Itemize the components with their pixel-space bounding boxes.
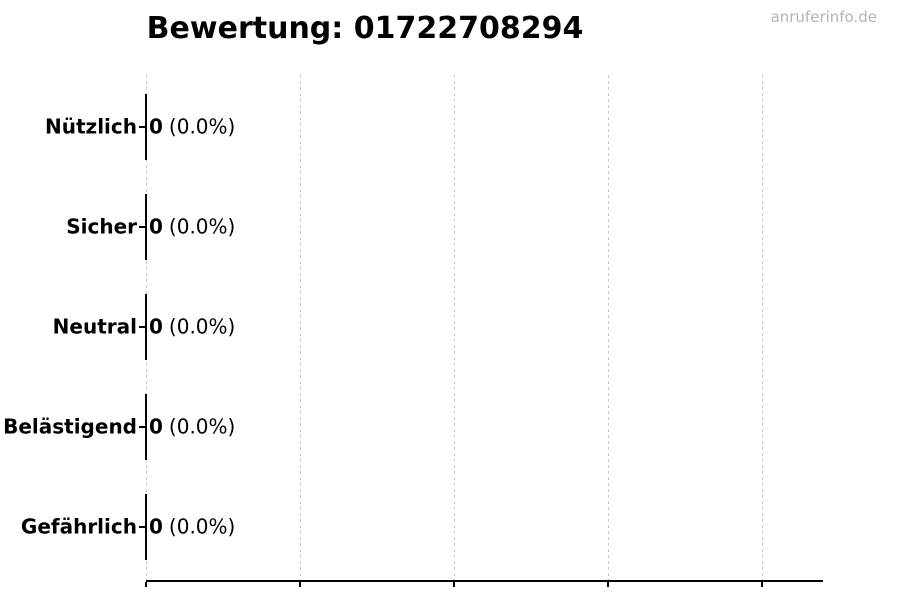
y-axis-tick (139, 326, 146, 328)
bar-zero-width (145, 394, 147, 460)
gridline (762, 75, 763, 581)
bar-value-label: 0 (0.0%) (149, 315, 235, 339)
chart-title: Bewertung: 01722708294 (146, 11, 584, 46)
bar-percent: (0.0%) (168, 214, 236, 239)
bar-zero-width (145, 294, 147, 360)
category-label: Neutral (52, 314, 137, 339)
x-axis-line (146, 580, 823, 582)
bar-zero-width (145, 94, 147, 160)
bar-value-label: 0 (0.0%) (149, 515, 235, 539)
category-label: Sicher (66, 214, 137, 239)
bar-value-label: 0 (0.0%) (149, 115, 235, 139)
bar-percent: (0.0%) (168, 114, 236, 139)
bar-percent: (0.0%) (168, 314, 236, 339)
bar-count: 0 (149, 514, 163, 539)
x-axis-tick (453, 582, 455, 587)
gridline (608, 75, 609, 581)
x-axis-tick (145, 582, 147, 587)
bar-value-label: 0 (0.0%) (149, 415, 235, 439)
bar-count: 0 (149, 114, 163, 139)
y-axis-tick (139, 126, 146, 128)
bar-value-label: 0 (0.0%) (149, 215, 235, 239)
category-label: Gefährlich (20, 514, 137, 539)
y-axis-tick (139, 426, 146, 428)
bar-count: 0 (149, 314, 163, 339)
y-axis-tick (139, 226, 146, 228)
x-axis-tick (761, 582, 763, 587)
bar-zero-width (145, 494, 147, 560)
gridline (454, 75, 455, 581)
category-label: Nützlich (45, 114, 137, 139)
x-axis-tick (607, 582, 609, 587)
watermark-anruferinfo: anruferinfo.de (770, 8, 877, 26)
gridline (300, 75, 301, 581)
bar-count: 0 (149, 414, 163, 439)
bar-zero-width (145, 194, 147, 260)
x-axis-tick (299, 582, 301, 587)
bar-percent: (0.0%) (168, 514, 236, 539)
bar-count: 0 (149, 214, 163, 239)
y-axis-tick (139, 526, 146, 528)
bar-percent: (0.0%) (168, 414, 236, 439)
category-label: Belästigend (3, 414, 137, 439)
